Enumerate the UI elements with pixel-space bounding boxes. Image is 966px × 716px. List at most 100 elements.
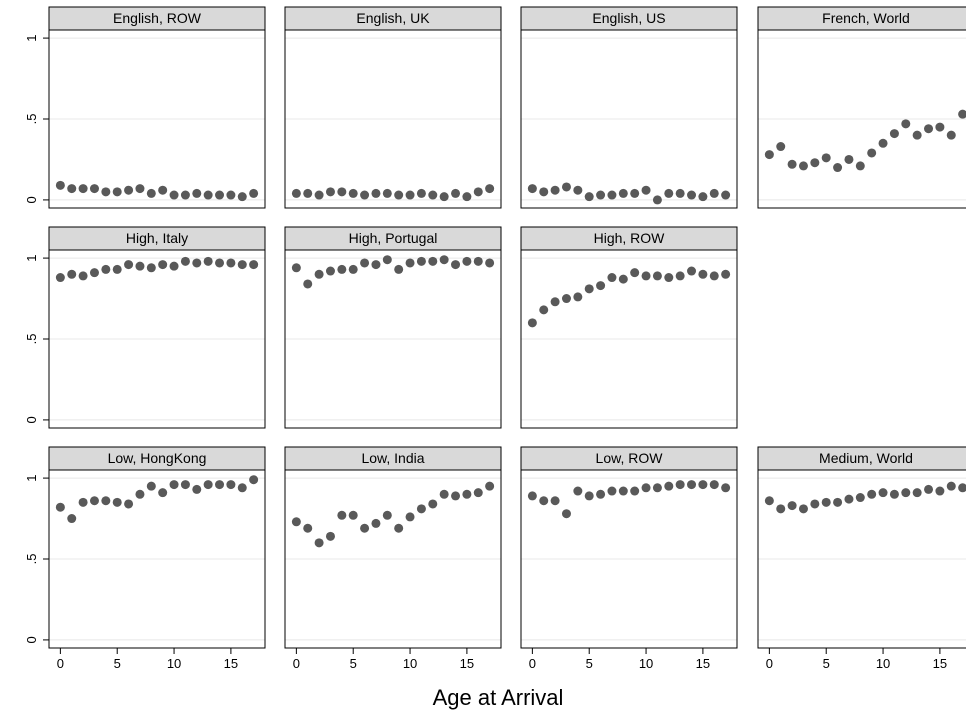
data-point	[844, 494, 854, 504]
data-point	[169, 190, 179, 200]
panel: Low, ROW 0 5 10 15	[520, 446, 738, 671]
y-tick-label: .5	[24, 334, 39, 345]
data-point	[462, 192, 472, 202]
data-point	[158, 488, 168, 498]
y-tick-label: .5	[24, 114, 39, 125]
data-point	[810, 158, 820, 168]
data-point	[226, 258, 236, 268]
data-point	[721, 269, 731, 279]
x-tick-label: 15	[224, 656, 238, 671]
panel-title: Medium, World	[819, 450, 913, 466]
data-point	[607, 273, 617, 283]
data-point	[78, 271, 88, 281]
data-point	[135, 489, 145, 499]
data-point	[787, 501, 797, 511]
data-point	[237, 192, 247, 202]
data-point	[709, 480, 719, 490]
data-point	[833, 163, 843, 173]
data-point	[584, 284, 594, 294]
panel: High, ROW	[520, 226, 738, 429]
data-point	[428, 499, 438, 509]
data-point	[291, 188, 301, 198]
panel-title: English, UK	[356, 10, 430, 26]
data-point	[618, 188, 628, 198]
data-point	[485, 258, 495, 268]
data-point	[698, 269, 708, 279]
data-point	[596, 489, 606, 499]
data-point	[291, 517, 301, 527]
data-point	[382, 255, 392, 265]
data-point	[687, 480, 697, 490]
data-point	[664, 273, 674, 283]
data-point	[169, 261, 179, 271]
y-tick-label: 1	[24, 34, 39, 41]
data-point	[821, 497, 831, 507]
data-point	[889, 489, 899, 499]
data-point	[451, 188, 461, 198]
y-tick-label: .5	[24, 554, 39, 565]
data-point	[325, 266, 335, 276]
data-point	[810, 499, 820, 509]
data-point	[237, 483, 247, 493]
data-point	[573, 486, 583, 496]
data-point	[630, 188, 640, 198]
panel: English, US	[520, 6, 738, 209]
panel: English, UK	[284, 6, 502, 209]
data-point	[112, 264, 122, 274]
data-point	[124, 260, 134, 270]
data-point	[371, 260, 381, 270]
data-point	[169, 480, 179, 490]
data-point	[416, 256, 426, 266]
panel-title: Low, HongKong	[108, 450, 207, 466]
x-tick-label: 10	[403, 656, 417, 671]
panel: French, World	[757, 6, 966, 209]
data-point	[348, 510, 358, 520]
x-tick-label: 5	[114, 656, 121, 671]
y-tick-label: 1	[24, 474, 39, 481]
data-point	[203, 256, 213, 266]
data-point	[203, 190, 213, 200]
data-point	[89, 268, 99, 278]
data-point	[550, 297, 560, 307]
data-point	[596, 190, 606, 200]
data-point	[473, 187, 483, 197]
data-point	[946, 481, 956, 491]
data-point	[215, 480, 225, 490]
data-point	[348, 264, 358, 274]
data-point	[325, 531, 335, 541]
data-point	[924, 124, 934, 134]
panel-frame	[757, 29, 966, 209]
y-tick-label: 1	[24, 254, 39, 261]
data-point	[337, 187, 347, 197]
data-point	[416, 188, 426, 198]
data-point	[291, 263, 301, 273]
data-point	[462, 489, 472, 499]
data-point	[371, 518, 381, 528]
data-point	[935, 486, 945, 496]
panel-title: French, World	[822, 10, 910, 26]
data-point	[698, 480, 708, 490]
data-point	[550, 496, 560, 506]
data-point	[924, 484, 934, 494]
data-point	[462, 256, 472, 266]
x-tick-label: 15	[460, 656, 474, 671]
data-point	[798, 161, 808, 171]
y-tick-label: 0	[24, 196, 39, 203]
data-point	[180, 256, 190, 266]
panel: English, ROW 0 .5 1	[24, 6, 266, 209]
data-point	[89, 496, 99, 506]
data-point	[798, 504, 808, 514]
data-point	[67, 184, 77, 194]
x-tick-label: 10	[876, 656, 890, 671]
data-point	[428, 190, 438, 200]
data-point	[192, 188, 202, 198]
data-point	[721, 190, 731, 200]
data-point	[652, 271, 662, 281]
data-point	[867, 489, 877, 499]
data-point	[787, 159, 797, 169]
data-point	[215, 258, 225, 268]
panel-frame	[284, 249, 502, 429]
data-point	[473, 488, 483, 498]
data-point	[325, 187, 335, 197]
